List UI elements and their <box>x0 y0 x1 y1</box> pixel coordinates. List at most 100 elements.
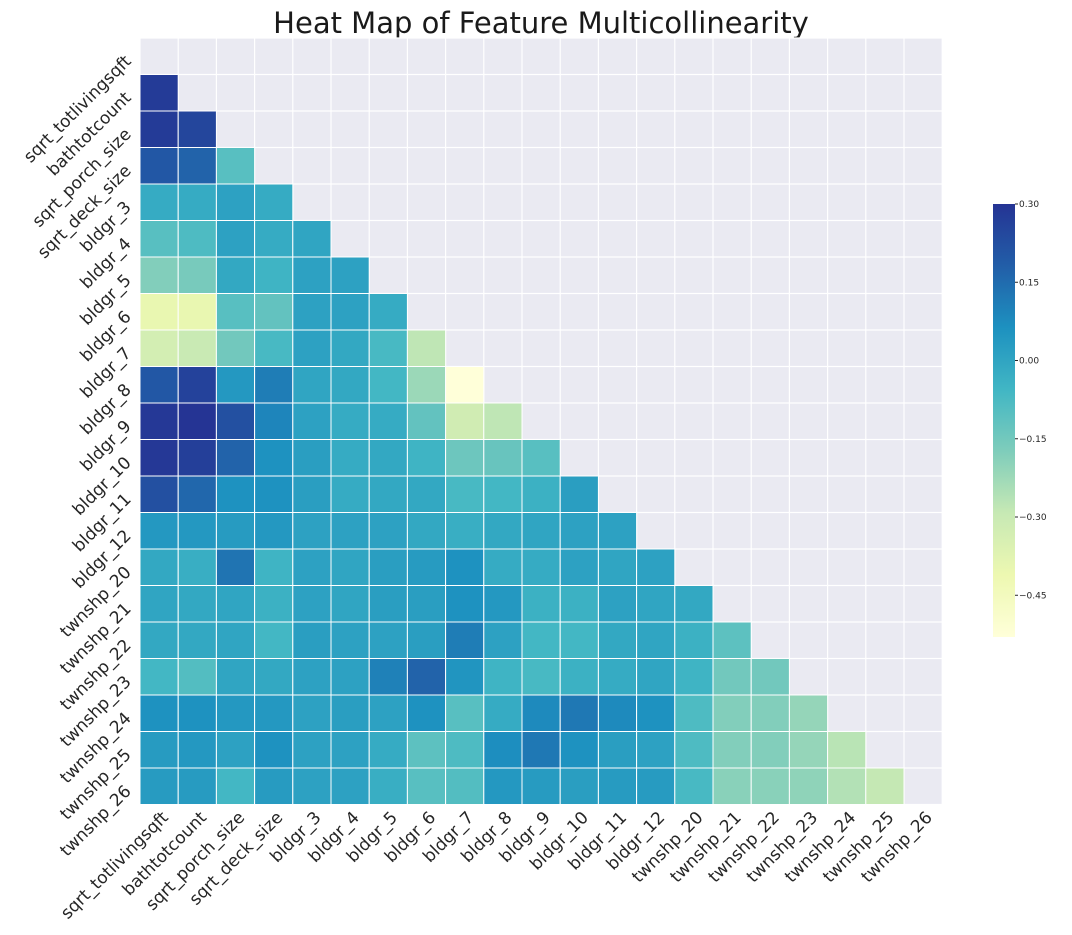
heatmap-cell <box>712 694 752 732</box>
heatmap-cell <box>597 585 638 623</box>
heatmap-cell <box>177 293 217 331</box>
heatmap-cell <box>330 366 370 404</box>
heatmap-cell <box>559 475 599 513</box>
heatmap-cell <box>254 694 294 732</box>
heatmap-cell <box>521 694 561 732</box>
heatmap-cell <box>330 658 370 696</box>
heatmap-cell <box>483 475 523 513</box>
colorbar-tick-label: 0.30 <box>1019 200 1039 210</box>
colorbar-tick-label: 0.00 <box>1019 357 1039 367</box>
heatmap-cell <box>559 658 599 696</box>
heatmap-cell <box>139 621 179 659</box>
heatmap-cell <box>597 512 638 550</box>
heatmap-cell <box>788 767 829 805</box>
heatmap-cell <box>254 767 294 805</box>
heatmap-cell <box>177 767 217 805</box>
heatmap-cell <box>254 183 294 221</box>
heatmap-cell <box>215 220 256 258</box>
heatmap-cell <box>139 402 179 440</box>
heatmap-cell <box>559 512 599 550</box>
heatmap-cell <box>215 475 256 513</box>
colorbar: 0.30 0.15 0.00 −0.15 −0.30 −0.45 <box>993 200 1047 637</box>
heatmap-cell <box>368 658 408 696</box>
heatmap-cell <box>177 366 217 404</box>
heatmap-cell <box>215 366 256 404</box>
heatmap-cell <box>559 621 599 659</box>
colorbar-tick-label: −0.30 <box>1019 513 1047 523</box>
heatmap-cell <box>406 439 447 477</box>
heatmap-cell <box>254 329 294 367</box>
heatmap-cell <box>445 366 485 404</box>
heatmap-cell <box>177 731 217 769</box>
heatmap-cell <box>521 548 561 586</box>
heatmap-cell <box>139 220 179 258</box>
heatmap-cell <box>483 402 523 440</box>
heatmap-cell <box>292 694 332 732</box>
heatmap-cell <box>139 183 179 221</box>
heatmap-cell <box>368 621 408 659</box>
heatmap-cell <box>139 512 179 550</box>
heatmap-cell <box>215 147 256 185</box>
heatmap-cell <box>330 621 370 659</box>
heatmap-cell <box>177 439 217 477</box>
heatmap-cell <box>330 402 370 440</box>
heatmap-cell <box>330 731 370 769</box>
heatmap-cell <box>750 767 790 805</box>
heatmap-cell <box>521 621 561 659</box>
heatmap-cell <box>292 366 332 404</box>
heatmap-cell <box>368 767 408 805</box>
heatmap-cell <box>521 585 561 623</box>
heatmap-cell <box>406 402 447 440</box>
heatmap-cell <box>750 731 790 769</box>
heatmap-cell <box>139 366 179 404</box>
heatmap-cell <box>177 220 217 258</box>
heatmap-cell <box>292 512 332 550</box>
heatmap-cell <box>597 548 638 586</box>
heatmap-cell <box>865 767 905 805</box>
heatmap-cell <box>406 329 447 367</box>
heatmap-cell <box>215 183 256 221</box>
heatmap-cell <box>177 548 217 586</box>
heatmap-cell <box>674 694 714 732</box>
heatmap-cell <box>597 694 638 732</box>
heatmap-cell <box>330 293 370 331</box>
colorbar-tick-label: −0.15 <box>1019 435 1047 445</box>
heatmap-cell <box>254 293 294 331</box>
heatmap-cell <box>521 658 561 696</box>
heatmap-cell <box>483 658 523 696</box>
heatmap-cell <box>368 439 408 477</box>
heatmap-cell <box>445 512 485 550</box>
heatmap-cell <box>254 585 294 623</box>
heatmap-cell <box>368 585 408 623</box>
heatmap-cell <box>292 658 332 696</box>
heatmap-cell <box>597 731 638 769</box>
heatmap-cell <box>406 366 447 404</box>
heatmap-cell <box>139 731 179 769</box>
heatmap-cell <box>636 548 676 586</box>
heatmap-cell <box>139 694 179 732</box>
heatmap-cell <box>215 439 256 477</box>
heatmap-cell <box>254 402 294 440</box>
heatmap-cell <box>712 731 752 769</box>
heatmap-cell <box>292 585 332 623</box>
heatmap-cell <box>215 621 256 659</box>
heatmap-cell <box>254 658 294 696</box>
heatmap-cell <box>292 439 332 477</box>
heatmap-cell <box>292 548 332 586</box>
heatmap-cell <box>177 585 217 623</box>
colorbar-gradient <box>993 204 1015 637</box>
heatmap-cell <box>215 585 256 623</box>
heatmap-cell <box>368 293 408 331</box>
heatmap-cell <box>254 621 294 659</box>
colorbar-tick-label: 0.15 <box>1019 278 1039 288</box>
heatmap-cell <box>215 694 256 732</box>
heatmap-cell <box>406 475 447 513</box>
heatmap-cell <box>292 329 332 367</box>
heatmap-cell <box>177 621 217 659</box>
heatmap-cell <box>292 731 332 769</box>
heatmap-cell <box>139 548 179 586</box>
heatmap-cell <box>483 767 523 805</box>
heatmap-cell <box>177 110 217 148</box>
heatmap-cell <box>139 475 179 513</box>
